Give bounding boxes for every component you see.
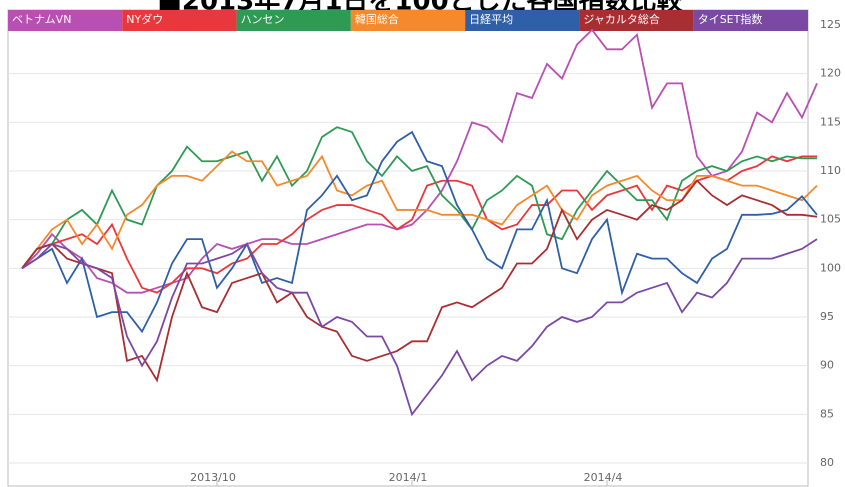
series-line <box>21 28 818 294</box>
legend-swatch <box>465 10 580 31</box>
y-tick-label: 85 <box>820 407 834 420</box>
plot-frame <box>7 9 809 487</box>
legend-label: ジャカルタ総合 <box>583 12 659 26</box>
series-line <box>21 155 817 294</box>
y-tick-label: 125 <box>820 18 841 31</box>
x-tick-label: 2014/1 <box>389 471 428 484</box>
legend-label: NYダウ <box>126 12 163 26</box>
y-tick-label: 95 <box>820 310 834 323</box>
y-tick-label: 115 <box>820 115 841 128</box>
y-tick-label: 110 <box>820 164 841 177</box>
y-tick-label: 80 <box>820 456 834 469</box>
series-line <box>21 130 818 334</box>
series-line <box>21 179 818 383</box>
x-tick-label: 2013/10 <box>190 471 236 484</box>
legend-label: ハンセン <box>241 13 285 26</box>
legend-swatch <box>693 10 808 31</box>
y-tick-label: 105 <box>820 213 841 226</box>
legend-swatch <box>350 10 466 31</box>
legend-label: 韓国総合 <box>355 12 399 26</box>
legend-label: ベトナムVN <box>12 13 71 26</box>
legend-swatch <box>579 10 694 31</box>
y-tick-label: 100 <box>820 261 841 274</box>
y-tick-label: 120 <box>820 67 841 80</box>
legend-swatch <box>122 10 237 31</box>
legend-label: タイSET指数 <box>698 12 763 26</box>
legend-label: 日経平均 <box>469 13 513 26</box>
legend-swatch <box>236 10 351 31</box>
series-line <box>21 238 818 417</box>
x-tick-label: 2014/4 <box>584 471 623 484</box>
legend-swatch <box>8 10 123 31</box>
y-tick-label: 90 <box>820 359 834 372</box>
series-line <box>21 126 817 269</box>
